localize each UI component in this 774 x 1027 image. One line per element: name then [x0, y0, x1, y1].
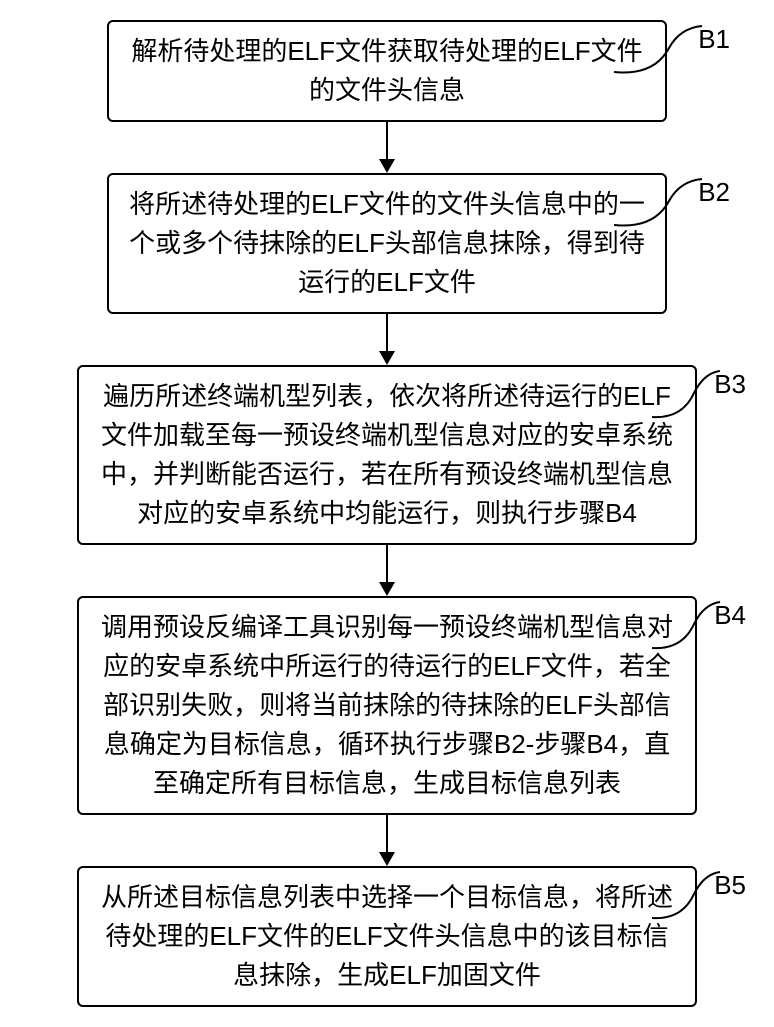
flow-arrow [379, 545, 395, 596]
flowchart-step-b1: 解析待处理的ELF文件获取待处理的ELF文件的文件头信息 B1 [20, 20, 754, 122]
arrow-head-icon [379, 351, 395, 365]
flowchart-step-b2: 将所述待处理的ELF文件的文件头信息中的一个或多个待抹除的ELF头部信息抹除，得… [20, 173, 754, 314]
flow-arrow [379, 122, 395, 173]
step-box: 解析待处理的ELF文件获取待处理的ELF文件的文件头信息 [107, 20, 667, 122]
flow-arrow [379, 815, 395, 866]
step-box: 遍历所述终端机型列表，依次将所述待运行的ELF文件加载至每一预设终端机型信息对应… [77, 365, 697, 545]
step-label: B4 [714, 600, 746, 631]
arrow-head-icon [379, 159, 395, 173]
flowchart-step-b3: 遍历所述终端机型列表，依次将所述待运行的ELF文件加载至每一预设终端机型信息对应… [20, 365, 754, 545]
arrow-line [386, 815, 388, 853]
step-label: B1 [698, 24, 730, 55]
step-label: B3 [714, 369, 746, 400]
arrow-head-icon [379, 852, 395, 866]
flowchart-container: 解析待处理的ELF文件获取待处理的ELF文件的文件头信息 B1 将所述待处理的ELF… [20, 20, 754, 1007]
step-box: 调用预设反编译工具识别每一预设终端机型信息对应的安卓系统中所运行的待运行的ELF… [77, 596, 697, 815]
arrow-head-icon [379, 582, 395, 596]
arrow-line [386, 314, 388, 352]
step-label: B2 [698, 177, 730, 208]
arrow-line [386, 545, 388, 583]
step-label: B5 [714, 870, 746, 901]
step-box: 从所述目标信息列表中选择一个目标信息，将所述待处理的ELF文件的ELF文件头信息… [77, 866, 697, 1007]
step-box: 将所述待处理的ELF文件的文件头信息中的一个或多个待抹除的ELF头部信息抹除，得… [107, 173, 667, 314]
arrow-line [386, 122, 388, 160]
flow-arrow [379, 314, 395, 365]
flowchart-step-b5: 从所述目标信息列表中选择一个目标信息，将所述待处理的ELF文件的ELF文件头信息… [20, 866, 754, 1007]
flowchart-step-b4: 调用预设反编译工具识别每一预设终端机型信息对应的安卓系统中所运行的待运行的ELF… [20, 596, 754, 815]
